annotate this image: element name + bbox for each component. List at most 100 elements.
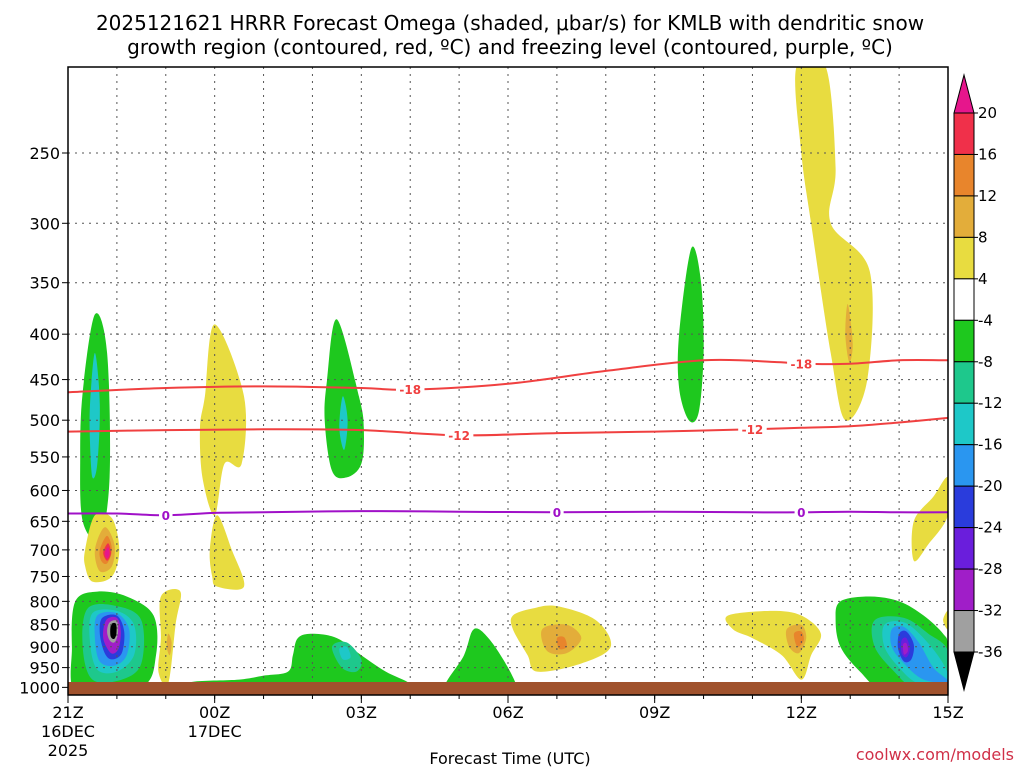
colorbar-label--36: -36 bbox=[978, 643, 1003, 661]
chart-title-line2: growth region (contoured, red, ºC) and f… bbox=[127, 35, 893, 59]
x-tick-label-06Z: 06Z bbox=[492, 703, 523, 722]
colorbar-cell-7 bbox=[953, 402, 975, 446]
contour-label--12-1: -12 bbox=[742, 423, 764, 437]
ground-surface bbox=[68, 682, 948, 695]
y-tick-label-950: 950 bbox=[29, 659, 60, 678]
colorbar-label-4: 4 bbox=[978, 270, 988, 288]
y-tick-label-300: 300 bbox=[29, 214, 60, 233]
omega-region-9 bbox=[911, 477, 948, 562]
y-axis-ticks: 250 300 350 400 450 500 550 600 650 700 750 800 850 9… bbox=[19, 144, 68, 697]
omega-region-41 bbox=[902, 642, 908, 655]
contour-label-bg bbox=[794, 504, 809, 521]
omega-region-24 bbox=[166, 633, 172, 656]
omega-region-27 bbox=[339, 646, 351, 660]
colorbar-cell-3 bbox=[953, 236, 975, 280]
colorbar-label--24: -24 bbox=[978, 519, 1003, 537]
colorbar-cell-9 bbox=[953, 485, 975, 529]
temperature-contours: -18 -18 -12 -12 0 0 0 bbox=[68, 355, 948, 524]
colorbar-cell-2 bbox=[953, 195, 975, 238]
omega-region-6 bbox=[677, 246, 704, 423]
y-tick-label-450: 450 bbox=[29, 371, 60, 390]
omega-region-28 bbox=[442, 628, 518, 695]
contour-line-0 bbox=[68, 510, 948, 517]
colorbar-label--32: -32 bbox=[978, 602, 1003, 620]
omega-region-25 bbox=[152, 633, 437, 695]
colorbar-cell-11 bbox=[953, 568, 975, 612]
y-tick-label-800: 800 bbox=[29, 592, 60, 611]
contour-label-bg bbox=[787, 355, 816, 372]
colorbar-label--28: -28 bbox=[978, 560, 1003, 578]
plot-area: -18 -18 -12 -12 0 0 0 bbox=[68, 67, 948, 695]
colorbar-label-12: 12 bbox=[978, 187, 997, 205]
credit-text: coolwx.com/models bbox=[856, 745, 1014, 764]
contour-label-bg bbox=[550, 504, 564, 521]
contour-line--18 bbox=[68, 358, 948, 394]
colorbar-cell-12 bbox=[953, 610, 975, 653]
y-tick-label-550: 550 bbox=[29, 448, 60, 467]
x-tick-label-15Z: 15Z bbox=[932, 703, 963, 722]
colorbar-label--4: -4 bbox=[978, 311, 993, 329]
x-axis-label: Forecast Time (UTC) bbox=[429, 749, 590, 768]
y-tick-label-500: 500 bbox=[29, 411, 60, 430]
colorbar-bottom-arrow bbox=[953, 651, 975, 692]
colorbar-label--8: -8 bbox=[978, 353, 993, 371]
y-tick-label-250: 250 bbox=[29, 144, 60, 163]
omega-region-17 bbox=[110, 622, 117, 640]
colorbar-label--20: -20 bbox=[978, 477, 1003, 495]
omega-region-3 bbox=[209, 515, 245, 590]
y-tick-label-900: 900 bbox=[29, 638, 60, 657]
colorbar-label-8: 8 bbox=[978, 228, 988, 246]
colorbar-cell-4 bbox=[953, 278, 975, 321]
colorbar-top-arrow bbox=[953, 73, 975, 114]
omega-region-31 bbox=[556, 636, 567, 650]
y-tick-label-850: 850 bbox=[29, 616, 60, 635]
colorbar-cell-5 bbox=[953, 319, 975, 363]
colorbar-label-20: 20 bbox=[978, 104, 997, 122]
x-tick-label-09Z: 09Z bbox=[639, 703, 670, 722]
contour-label-bg bbox=[395, 381, 425, 398]
omega-region-42 bbox=[943, 610, 948, 630]
colorbar-cell-0 bbox=[953, 112, 975, 155]
x-tick-label-21Z: 21Z bbox=[52, 703, 83, 722]
x-tick-date-17DEC: 17DEC bbox=[188, 722, 242, 741]
contour-label-bg bbox=[738, 421, 767, 438]
omega-region-1 bbox=[89, 353, 100, 479]
colorbar-label--16: -16 bbox=[978, 436, 1003, 454]
x-tick-label-00Z: 00Z bbox=[199, 703, 230, 722]
omega-region-8 bbox=[845, 304, 853, 363]
omega-region-5 bbox=[339, 396, 348, 450]
colorbar-cell-10 bbox=[953, 527, 975, 570]
contour-label-bg bbox=[159, 507, 173, 524]
colorbar-cell-1 bbox=[953, 153, 975, 197]
y-tick-label-700: 700 bbox=[29, 541, 60, 560]
x-tick-label-03Z: 03Z bbox=[346, 703, 377, 722]
y-tick-label-750: 750 bbox=[29, 567, 60, 586]
x-tick-year-2025: 2025 bbox=[48, 741, 89, 760]
colorbar-cell-8 bbox=[953, 444, 975, 487]
colorbar-cell-6 bbox=[953, 361, 975, 404]
x-tick-label-12Z: 12Z bbox=[786, 703, 817, 722]
contour-label--18-1: -18 bbox=[790, 357, 812, 371]
colorbar: 20 16 12 8 4 -4 -8 -12 -16 -20 -24 -28 -32 -36 bbox=[953, 73, 1003, 692]
contour-label-0-1: 0 bbox=[553, 506, 561, 520]
y-tick-label-650: 650 bbox=[29, 512, 60, 531]
contour-label--18-0: -18 bbox=[399, 383, 421, 397]
contour-label-0-0: 0 bbox=[162, 509, 170, 523]
colorbar-label--12: -12 bbox=[978, 394, 1003, 412]
contour-line--12 bbox=[68, 416, 948, 437]
y-tick-label-400: 400 bbox=[29, 325, 60, 344]
y-tick-label-600: 600 bbox=[29, 481, 60, 500]
chart-title-line1: 2025121621 HRRR Forecast Omega (shaded, … bbox=[96, 11, 924, 35]
x-tick-date-16DEC: 16DEC bbox=[41, 722, 95, 741]
omega-region-7 bbox=[795, 67, 873, 421]
colorbar-label-16: 16 bbox=[978, 145, 997, 163]
contour-label--12-0: -12 bbox=[448, 429, 470, 443]
contour-label-0-2: 0 bbox=[797, 506, 805, 520]
omega-shading bbox=[70, 67, 948, 695]
omega-region-22 bbox=[104, 547, 110, 559]
y-tick-label-1000: 1000 bbox=[19, 678, 60, 697]
contour-label-bg bbox=[444, 427, 474, 444]
y-tick-label-350: 350 bbox=[29, 274, 60, 293]
